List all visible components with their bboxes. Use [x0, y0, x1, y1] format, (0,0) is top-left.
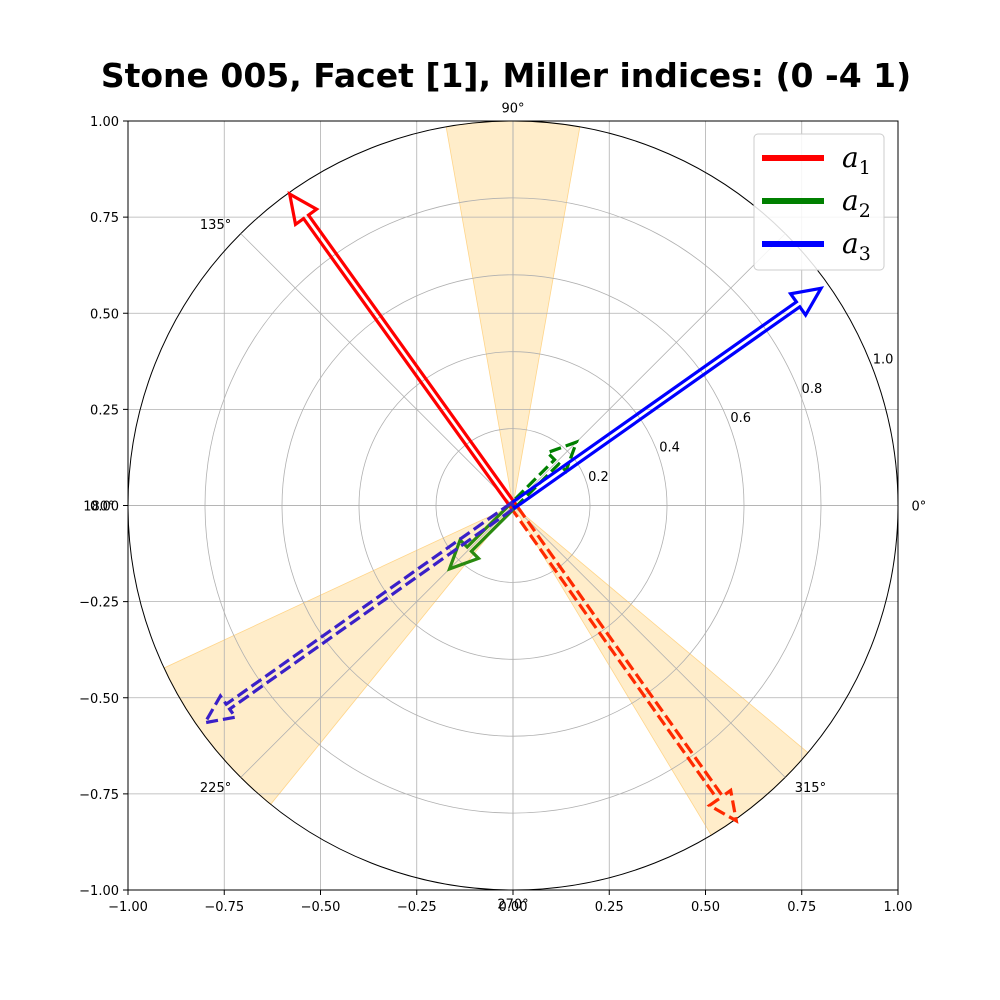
radial-tick-label: 0.6: [730, 411, 751, 426]
x-tick-label: −0.25: [397, 900, 437, 915]
polar-radial-line: [240, 233, 514, 506]
vector-a3-dashed: [201, 500, 517, 725]
x-tick-label: −1.00: [108, 900, 148, 915]
legend: a1 a2 a3: [753, 133, 885, 271]
legend-label: a3: [842, 227, 871, 265]
vector-a2-dashed: [508, 439, 580, 510]
y-tick-label: −0.50: [79, 692, 119, 707]
tick-labels: −1.00 −0.75 −0.50 −0.25 0.00 0.25 0.50 0.75 1.00…: [79, 102, 926, 915]
angle-label: 225°: [200, 781, 231, 796]
radial-tick-label: 0.8: [802, 382, 823, 397]
x-tick-label: 0.00: [499, 900, 528, 915]
y-tick-label: 1.00: [90, 115, 119, 130]
legend-label: a1: [842, 141, 871, 179]
shaded-sector-3: [512, 505, 809, 836]
x-tick-label: −0.50: [301, 900, 341, 915]
y-tick-label: −1.00: [79, 884, 119, 899]
radial-tick-label: 0.4: [659, 441, 680, 456]
vector-a1-solid: [287, 191, 518, 510]
angle-label: 90°: [501, 102, 524, 117]
y-tick-label: 0.00: [90, 500, 119, 515]
x-tick-label: −0.75: [204, 900, 244, 915]
x-tick-label: 0.75: [787, 900, 816, 915]
x-tick-label: 1.00: [884, 900, 913, 915]
angle-label: 270°: [497, 897, 528, 912]
y-tick-label: −0.25: [79, 596, 119, 611]
y-tick-label: 0.50: [90, 307, 119, 322]
legend-label: a2: [842, 184, 871, 222]
vector-a1-dashed: [508, 501, 739, 824]
polar-radial-line: [512, 505, 786, 778]
angle-label: 135°: [200, 218, 231, 233]
y-tick-label: −0.75: [79, 788, 119, 803]
radial-tick-label: 0.2: [588, 470, 609, 485]
vector-a3-solid: [509, 286, 825, 511]
y-tick-label: 0.25: [90, 403, 119, 418]
angle-label: 0°: [911, 500, 926, 515]
chart-title: Stone 005, Facet [1], Miller indices: (0…: [101, 56, 911, 95]
polar-radial-line: [240, 505, 514, 778]
angle-label: 315°: [795, 781, 826, 796]
polar-radial-line: [512, 233, 786, 506]
x-tick-label: 0.25: [595, 900, 624, 915]
x-tick-label: 0.50: [691, 900, 720, 915]
vector-a2-solid: [446, 501, 518, 572]
vectors: [201, 191, 825, 824]
angle-label: 180°: [83, 500, 114, 515]
radial-tick-label: 1.0: [873, 352, 894, 367]
y-tick-label: 0.75: [90, 211, 119, 226]
